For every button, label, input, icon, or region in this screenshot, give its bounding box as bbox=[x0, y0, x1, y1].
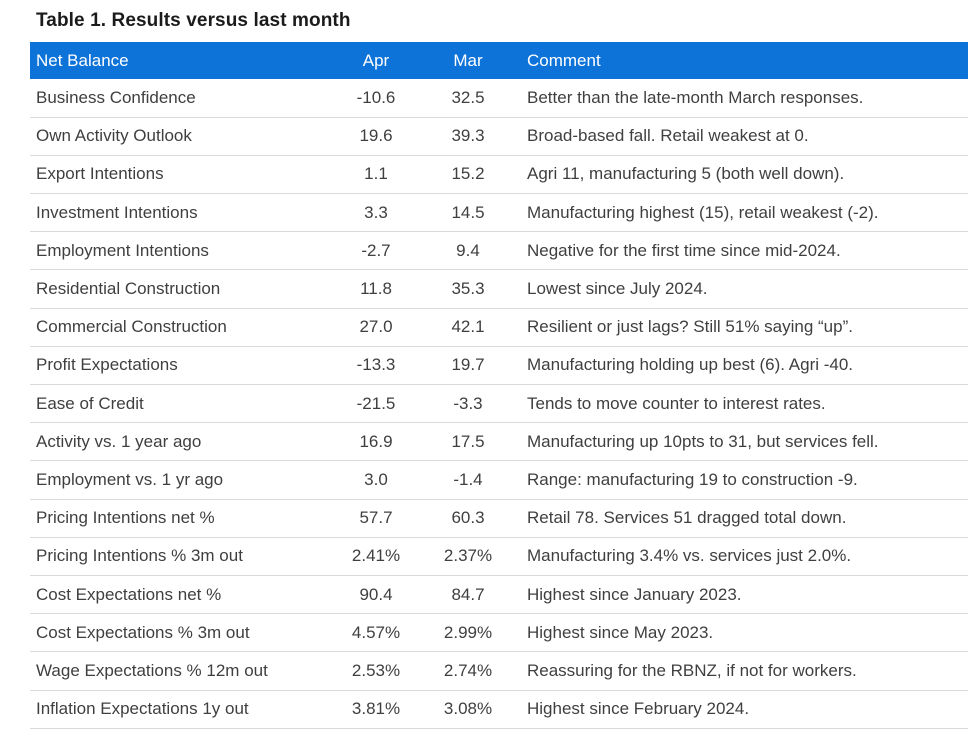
mar-cell: 2.74% bbox=[432, 651, 504, 691]
mar-cell: 3.08% bbox=[432, 690, 504, 729]
apr-cell: 27.0 bbox=[320, 308, 432, 347]
comment-cell: Lowest since July 2024. bbox=[504, 269, 968, 309]
apr-cell: 3.3 bbox=[320, 193, 432, 233]
table-row: Export Intentions 1.1 15.2 Agri 11, manu… bbox=[30, 155, 968, 195]
comment-cell: Better than the late-month March respons… bbox=[504, 79, 968, 118]
table-body: Business Confidence -10.6 32.5 Better th… bbox=[30, 79, 968, 729]
metric-cell: Investment Intentions bbox=[30, 193, 320, 233]
apr-cell: -13.3 bbox=[320, 346, 432, 386]
mar-cell: 32.5 bbox=[432, 79, 504, 118]
table-row: Cost Expectations net % 90.4 84.7 Highes… bbox=[30, 575, 968, 615]
table-row: Cost Expectations % 3m out 4.57% 2.99% H… bbox=[30, 613, 968, 653]
apr-cell: 1.1 bbox=[320, 155, 432, 195]
apr-cell: 57.7 bbox=[320, 499, 432, 538]
header-row: Net Balance Apr Mar Comment bbox=[30, 42, 968, 79]
table-row: Wage Expectations % 12m out 2.53% 2.74% … bbox=[30, 651, 968, 691]
comment-cell: Manufacturing holding up best (6). Agri … bbox=[504, 346, 968, 386]
metric-cell: Pricing Intentions net % bbox=[30, 499, 320, 538]
comment-cell: Manufacturing highest (15), retail weake… bbox=[504, 193, 968, 233]
metric-cell: Residential Construction bbox=[30, 269, 320, 309]
metric-cell: Profit Expectations bbox=[30, 346, 320, 386]
mar-cell: 9.4 bbox=[432, 231, 504, 271]
table-row: Commercial Construction 27.0 42.1 Resili… bbox=[30, 308, 968, 347]
apr-cell: 19.6 bbox=[320, 117, 432, 156]
mar-cell: 19.7 bbox=[432, 346, 504, 386]
mar-cell: 2.37% bbox=[432, 537, 504, 576]
comment-cell: Retail 78. Services 51 dragged total dow… bbox=[504, 499, 968, 538]
comment-cell: Highest since May 2023. bbox=[504, 613, 968, 653]
header-net-balance: Net Balance bbox=[30, 42, 320, 79]
apr-cell: 90.4 bbox=[320, 575, 432, 615]
comment-cell: Manufacturing 3.4% vs. services just 2.0… bbox=[504, 537, 968, 576]
comment-cell: Tends to move counter to interest rates. bbox=[504, 384, 968, 424]
table-row: Residential Construction 11.8 35.3 Lowes… bbox=[30, 269, 968, 309]
metric-cell: Business Confidence bbox=[30, 79, 320, 118]
metric-cell: Wage Expectations % 12m out bbox=[30, 651, 320, 691]
table-row: Inflation Expectations 1y out 3.81% 3.08… bbox=[30, 690, 968, 729]
header-apr: Apr bbox=[320, 42, 432, 79]
metric-cell: Commercial Construction bbox=[30, 308, 320, 347]
mar-cell: 60.3 bbox=[432, 499, 504, 538]
mar-cell: 14.5 bbox=[432, 193, 504, 233]
results-table: Net Balance Apr Mar Comment Business Con… bbox=[30, 42, 968, 729]
comment-cell: Negative for the first time since mid-20… bbox=[504, 231, 968, 271]
apr-cell: 16.9 bbox=[320, 422, 432, 462]
metric-cell: Own Activity Outlook bbox=[30, 117, 320, 156]
table-row: Activity vs. 1 year ago 16.9 17.5 Manufa… bbox=[30, 422, 968, 462]
table-row: Ease of Credit -21.5 -3.3 Tends to move … bbox=[30, 384, 968, 424]
apr-cell: -10.6 bbox=[320, 79, 432, 118]
apr-cell: -2.7 bbox=[320, 231, 432, 271]
apr-cell: -21.5 bbox=[320, 384, 432, 424]
comment-cell: Agri 11, manufacturing 5 (both well down… bbox=[504, 155, 968, 195]
comment-cell: Highest since January 2023. bbox=[504, 575, 968, 615]
comment-cell: Range: manufacturing 19 to construction … bbox=[504, 460, 968, 500]
mar-cell: 84.7 bbox=[432, 575, 504, 615]
comment-cell: Reassuring for the RBNZ, if not for work… bbox=[504, 651, 968, 691]
table-row: Investment Intentions 3.3 14.5 Manufactu… bbox=[30, 193, 968, 233]
apr-cell: 3.0 bbox=[320, 460, 432, 500]
metric-cell: Activity vs. 1 year ago bbox=[30, 422, 320, 462]
mar-cell: 39.3 bbox=[432, 117, 504, 156]
apr-cell: 3.81% bbox=[320, 690, 432, 729]
mar-cell: 42.1 bbox=[432, 308, 504, 347]
apr-cell: 2.41% bbox=[320, 537, 432, 576]
header-comment: Comment bbox=[504, 42, 968, 79]
comment-cell: Broad-based fall. Retail weakest at 0. bbox=[504, 117, 968, 156]
header-mar: Mar bbox=[432, 42, 504, 79]
page-title: Table 1. Results versus last month bbox=[36, 10, 351, 31]
mar-cell: 2.99% bbox=[432, 613, 504, 653]
apr-cell: 2.53% bbox=[320, 651, 432, 691]
comment-cell: Manufacturing up 10pts to 31, but servic… bbox=[504, 422, 968, 462]
metric-cell: Export Intentions bbox=[30, 155, 320, 195]
metric-cell: Cost Expectations net % bbox=[30, 575, 320, 615]
table-row: Employment vs. 1 yr ago 3.0 -1.4 Range: … bbox=[30, 460, 968, 500]
metric-cell: Employment vs. 1 yr ago bbox=[30, 460, 320, 500]
mar-cell: 17.5 bbox=[432, 422, 504, 462]
table-row: Business Confidence -10.6 32.5 Better th… bbox=[30, 79, 968, 118]
mar-cell: 15.2 bbox=[432, 155, 504, 195]
mar-cell: -1.4 bbox=[432, 460, 504, 500]
table-row: Own Activity Outlook 19.6 39.3 Broad-bas… bbox=[30, 117, 968, 156]
apr-cell: 11.8 bbox=[320, 269, 432, 309]
metric-cell: Employment Intentions bbox=[30, 231, 320, 271]
table-header: Net Balance Apr Mar Comment bbox=[30, 42, 968, 79]
apr-cell: 4.57% bbox=[320, 613, 432, 653]
table-row: Pricing Intentions net % 57.7 60.3 Retai… bbox=[30, 499, 968, 538]
mar-cell: 35.3 bbox=[432, 269, 504, 309]
comment-cell: Resilient or just lags? Still 51% saying… bbox=[504, 308, 968, 347]
mar-cell: -3.3 bbox=[432, 384, 504, 424]
table-row: Pricing Intentions % 3m out 2.41% 2.37% … bbox=[30, 537, 968, 576]
metric-cell: Ease of Credit bbox=[30, 384, 320, 424]
table-row: Profit Expectations -13.3 19.7 Manufactu… bbox=[30, 346, 968, 386]
metric-cell: Pricing Intentions % 3m out bbox=[30, 537, 320, 576]
comment-cell: Highest since February 2024. bbox=[504, 690, 968, 729]
table-row: Employment Intentions -2.7 9.4 Negative … bbox=[30, 231, 968, 271]
metric-cell: Cost Expectations % 3m out bbox=[30, 613, 320, 653]
metric-cell: Inflation Expectations 1y out bbox=[30, 690, 320, 729]
